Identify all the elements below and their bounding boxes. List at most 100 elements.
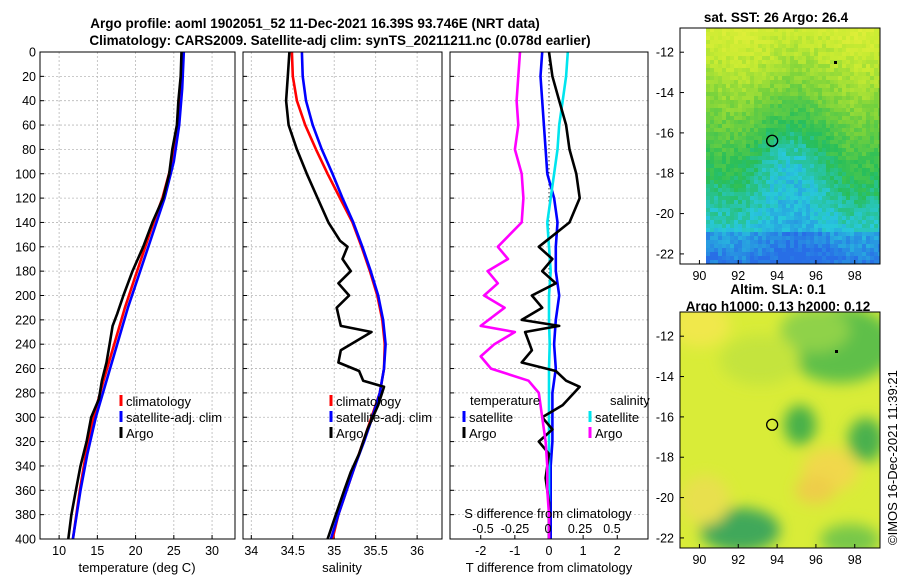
sst-cell	[842, 176, 847, 181]
sst-cell	[714, 244, 719, 249]
sst-cell	[790, 116, 795, 121]
sst-cell	[790, 204, 795, 209]
sst-cell	[846, 256, 851, 261]
sst-cell	[826, 232, 831, 237]
sst-cell	[754, 224, 759, 229]
sst-cell	[754, 168, 759, 173]
sst-cell	[842, 72, 847, 77]
sst-cell	[706, 96, 711, 101]
sst-cell	[774, 216, 779, 221]
sst-cell	[710, 64, 715, 69]
sst-cell	[846, 28, 851, 33]
sst-cell	[770, 88, 775, 93]
sst-cell	[730, 136, 735, 141]
sst-cell	[774, 172, 779, 177]
sst-cell	[794, 84, 799, 89]
sst-cell	[818, 52, 823, 57]
sst-cell	[766, 48, 771, 53]
sst-cell	[846, 200, 851, 205]
sst-cell	[706, 148, 711, 153]
sst-cell	[814, 220, 819, 225]
sst-cell	[854, 152, 859, 157]
sst-cell	[722, 56, 727, 61]
sst-cell	[782, 64, 787, 69]
sst-cell	[826, 252, 831, 257]
sst-cell	[802, 236, 807, 241]
sst-cell	[854, 240, 859, 245]
sst-cell	[810, 228, 815, 233]
sst-cell	[746, 244, 751, 249]
sst-cell	[810, 88, 815, 93]
sst-cell	[826, 240, 831, 245]
sst-cell	[790, 172, 795, 177]
depth-tick-label: 20	[22, 70, 36, 84]
sst-cell	[730, 32, 735, 37]
sst-cell	[806, 36, 811, 41]
sst-cell	[806, 120, 811, 125]
sst-cell	[746, 52, 751, 57]
temperature-axes-box	[39, 51, 236, 540]
sst-cell	[722, 48, 727, 53]
sst-cell	[726, 240, 731, 245]
sst-cell	[798, 228, 803, 233]
sst-cell	[806, 172, 811, 177]
sst-cell	[826, 208, 831, 213]
sst-cell	[842, 52, 847, 57]
sst-cell	[878, 256, 880, 261]
sst-cell	[794, 100, 799, 105]
sst-cell	[862, 248, 867, 253]
sst-cell	[782, 116, 787, 121]
sst-cell	[850, 168, 855, 173]
sst-cell	[750, 56, 755, 61]
sst-cell	[758, 136, 763, 141]
sst-cell	[722, 44, 727, 49]
sst-cell	[766, 68, 771, 73]
sst-cell	[718, 128, 723, 133]
sst-cell	[718, 200, 723, 205]
sst-cell	[838, 108, 843, 113]
sst-cell	[874, 112, 879, 117]
sst-cell	[810, 224, 815, 229]
sst-cell	[822, 160, 827, 165]
sst-cell	[750, 240, 755, 245]
sst-cell	[794, 124, 799, 129]
sst-cell	[846, 124, 851, 129]
sst-cell	[862, 224, 867, 229]
sst-cell	[822, 220, 827, 225]
sst-cell	[754, 108, 759, 113]
sst-cell	[726, 120, 731, 125]
sst-cell	[790, 108, 795, 113]
sst-cell	[838, 224, 843, 229]
sst-cell	[814, 156, 819, 161]
sst-cell	[858, 168, 863, 173]
sst-cell	[738, 44, 743, 49]
sst-cell	[778, 124, 783, 129]
sst-cell	[810, 52, 815, 57]
sst-cell	[754, 28, 759, 33]
sst-cell	[874, 176, 879, 181]
sst-cell	[798, 112, 803, 117]
sst-cell	[762, 40, 767, 45]
sst-cell	[814, 132, 819, 137]
sst-cell	[786, 176, 791, 181]
sst-cell	[730, 248, 735, 253]
sst-cell	[762, 148, 767, 153]
sst-cell	[730, 192, 735, 197]
sst-cell	[850, 176, 855, 181]
sst-cell	[782, 252, 787, 257]
sst-cell	[842, 136, 847, 141]
sst-cell	[726, 116, 731, 121]
depth-tick-label: 340	[15, 459, 36, 473]
sst-cell	[766, 136, 771, 141]
sst-cell	[834, 120, 839, 125]
sst-cell	[798, 220, 803, 225]
sst-cell	[738, 64, 743, 69]
sst-cell	[774, 36, 779, 41]
sst-cell	[746, 132, 751, 137]
sst-cell	[838, 192, 843, 197]
sst-cell	[762, 260, 767, 264]
sst-cell	[726, 108, 731, 113]
sst-cell	[778, 112, 783, 117]
sst-cell	[802, 144, 807, 149]
sst-cell	[782, 156, 787, 161]
